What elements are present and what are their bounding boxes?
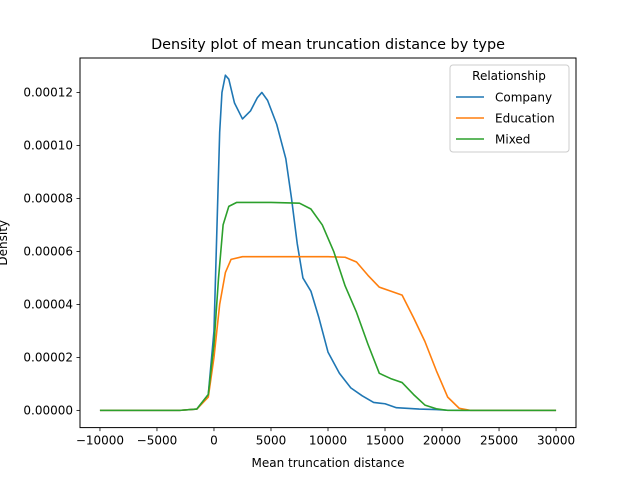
x-axis-label: Mean truncation distance [252,456,405,470]
y-tick-label: 0.00000 [23,404,73,418]
legend-label-company: Company [495,90,552,104]
x-tick-label: 15000 [366,434,404,448]
legend-title: Relationship [472,69,546,83]
series-lines [99,74,557,412]
y-tick-label: 0.00006 [23,245,73,259]
y-axis-label: Density [0,220,10,266]
y-tick-label: 0.00010 [23,139,73,153]
chart-title: Density plot of mean truncation distance… [151,37,505,53]
series-line-company [99,74,557,412]
x-tick-label: 30000 [537,434,575,448]
series-line-mixed [99,201,557,412]
legend-label-education: Education [495,111,555,125]
y-axis-ticks: 0.00000 0.00002 0.00004 0.00006 0.00008 0.000… [23,86,80,418]
legend-entries: Company Education Mixed [456,90,555,146]
x-tick-label: 20000 [423,434,461,448]
x-tick-label: 0 [210,434,218,448]
y-tick-label: 0.00008 [23,192,73,206]
legend-label-mixed: Mixed [495,132,530,146]
x-tick-label: 5000 [256,434,287,448]
x-tick-label: 10000 [309,434,347,448]
x-axis-ticks: −10000 −5000 0 5000 10000 15000 20000 25000 3000… [76,427,575,448]
y-tick-label: 0.00004 [23,298,73,312]
y-tick-label: 0.00002 [23,351,73,365]
legend: Relationship Company Education Mixed [449,64,570,153]
x-tick-label: −10000 [76,434,124,448]
x-tick-label: −5000 [137,434,178,448]
series-line-education [99,255,557,412]
legend-frame [449,64,570,153]
x-tick-label: 25000 [480,434,518,448]
y-tick-label: 0.00012 [23,86,73,100]
